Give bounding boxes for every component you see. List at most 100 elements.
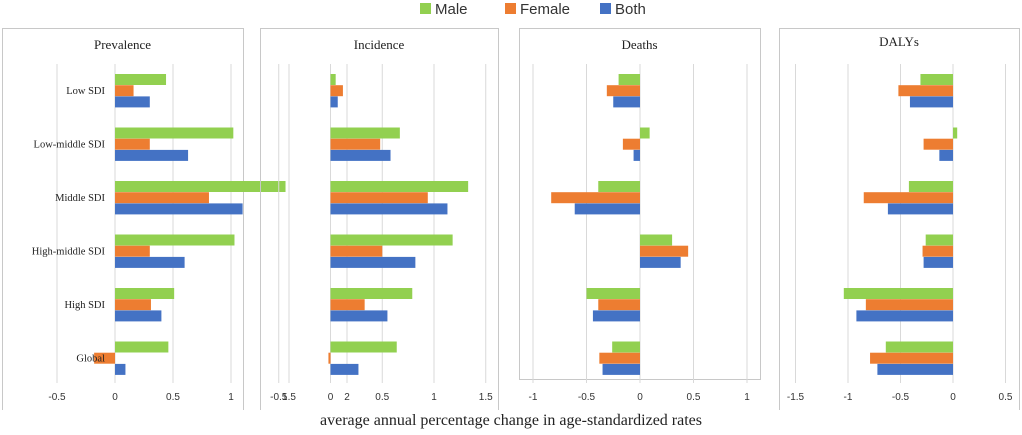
legend-swatch-female [505,3,516,14]
bar-high-sdi-female [865,299,953,311]
bar-middle-sdi-male [908,181,953,192]
tick-label: 1 [431,392,437,403]
tick-label: -0.5 [270,392,288,403]
bar-low-middle-sdi-female [622,138,640,150]
bar-low-middle-sdi-male [115,127,234,139]
tick-label: -0.5 [578,392,596,403]
legend-label-male: Male [435,1,468,18]
bar-global-female [870,352,953,364]
bar-high-middle-sdi-female [330,245,383,257]
category-label: Global [76,354,105,365]
bar-high-sdi-female [115,299,151,311]
tick-label: -1 [529,392,538,403]
bar-low-middle-sdi-male [640,127,650,139]
category-label: High SDI [64,300,105,311]
bar-low-middle-sdi-both [115,149,189,161]
tick-label: 0.5 [687,392,701,403]
category-label: Low SDI [66,86,105,97]
x-axis-label: average annual percentage change in age-… [320,412,702,429]
bar-middle-sdi-both [887,203,953,215]
panel-title: DALYs [879,34,919,49]
bar-middle-sdi-both [574,203,640,215]
bar-global-female [328,352,331,364]
tick-label: -1.5 [787,392,805,403]
bar-global-male [330,341,397,353]
bar-low-middle-sdi-male [953,127,958,139]
category-label: Low-middle SDI [34,140,106,151]
bar-high-sdi-male [843,288,953,299]
tick-label: 1 [228,392,234,403]
bar-high-sdi-both [592,310,640,322]
bar-high-middle-sdi-male [640,234,673,246]
category-label: Middle SDI [55,193,105,204]
bar-high-middle-sdi-both [330,256,416,268]
bar-low-sdi-male [330,74,336,85]
bar-global-male [612,341,640,353]
bar-middle-sdi-male [115,181,286,192]
panel-title: Deaths [621,37,657,52]
tick-label: 1.5 [282,392,296,403]
bar-low-middle-sdi-both [939,149,953,161]
tick-label: 0 [112,392,118,403]
bar-global-both [877,363,953,375]
bar-low-middle-sdi-both [330,149,391,161]
bar-low-sdi-female [606,85,640,97]
bar-low-sdi-female [898,85,953,97]
bar-high-sdi-both [856,310,953,322]
tick-label: 1.5 [479,392,493,403]
bar-low-middle-sdi-female [923,138,953,150]
tick-label: -0.5 [892,392,910,403]
bar-low-middle-sdi-male [330,127,400,139]
bar-global-female [94,352,115,364]
tick-label: -0.5 [48,392,66,403]
legend-label-both: Both [615,1,646,18]
bar-low-sdi-both [115,96,150,108]
bar-global-both [115,363,126,375]
tick-label: 2 [344,392,350,403]
bar-middle-sdi-male [598,181,640,192]
legend-swatch-both [600,3,611,14]
bar-high-middle-sdi-both [640,256,681,268]
bar-high-middle-sdi-both [923,256,953,268]
chart-canvas: Male Female Both Prevalence -0.5 0 0.5 1 1.5 2 Low… [2,1,1020,411]
tick-label: 0.5 [375,392,389,403]
bar-high-sdi-male [115,288,175,299]
bar-high-sdi-male [330,288,413,299]
bar-high-middle-sdi-male [925,234,953,246]
bar-low-sdi-female [115,85,134,97]
bar-low-sdi-male [618,74,640,85]
bar-high-middle-sdi-female [922,245,953,257]
panel-frame [260,28,499,411]
bar-low-sdi-both [909,96,953,108]
bar-low-sdi-female [330,85,343,97]
bar-global-both [330,363,359,375]
tick-label: 1 [744,392,750,403]
bar-middle-sdi-female [115,192,209,204]
bar-middle-sdi-female [551,192,640,204]
bar-low-sdi-both [613,96,640,108]
legend-label-female: Female [520,1,570,18]
bar-middle-sdi-male [330,181,469,192]
bar-low-middle-sdi-female [330,138,381,150]
tick-label: 0 [637,392,643,403]
bar-high-sdi-female [330,299,365,311]
bar-high-middle-sdi-female [115,245,150,257]
bar-high-sdi-female [598,299,640,311]
bar-middle-sdi-female [330,192,428,204]
tick-label: 0.5 [999,392,1013,403]
bar-middle-sdi-female [863,192,953,204]
bar-high-sdi-male [586,288,640,299]
bar-high-middle-sdi-male [115,234,235,246]
bar-middle-sdi-both [115,203,243,215]
bar-global-female [599,352,640,364]
bar-high-middle-sdi-female [640,245,689,257]
category-label: High-middle SDI [32,247,106,258]
bar-high-middle-sdi-both [115,256,185,268]
bar-low-middle-sdi-female [115,138,150,150]
tick-label: -1 [844,392,853,403]
tick-label: 0.5 [166,392,180,403]
bar-global-both [602,363,640,375]
bar-high-middle-sdi-male [330,234,453,246]
tick-label: 0 [950,392,956,403]
